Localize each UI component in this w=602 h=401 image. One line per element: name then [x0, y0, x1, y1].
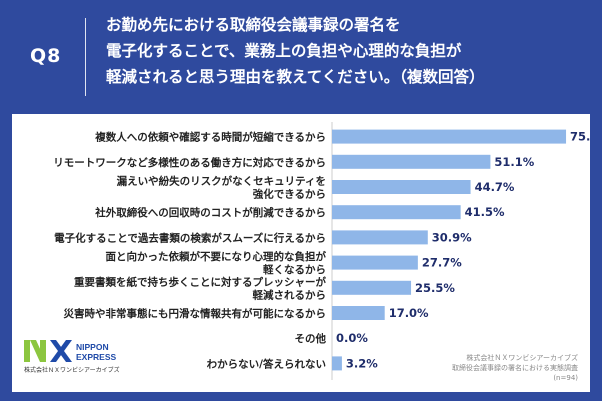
logo-brand-bottom: EXPRESS — [76, 352, 116, 362]
source-line-1: 株式会社ＮＸワンビシアーカイブズ — [466, 353, 578, 362]
question-header: Q8 お勤め先における取締役会議事録の署名を 電子化することで、業務上の負担や心… — [0, 0, 602, 112]
value-label-6: 27.7% — [422, 256, 462, 270]
category-label-5: 電子化することで過去書類の検索がスムーズに行えるから — [54, 231, 326, 244]
bar-8 — [332, 306, 385, 320]
chart-panel: 75.5% 複数人への依頼や確認する時間が短縮できるから 51.1% リモートワークな… — [12, 114, 590, 392]
value-label-1: 75.5% — [570, 130, 590, 144]
value-label-10: 3.2% — [346, 356, 378, 370]
bar-3 — [332, 180, 471, 194]
nx-mark-icon — [24, 340, 72, 362]
bar-group: 75.5% 複数人への依頼や確認する時間が短縮できるから 51.1% リモートワークな… — [53, 129, 590, 371]
category-label-4: 社外取締役への回収時のコストが削減できるから — [94, 206, 326, 219]
value-label-5: 30.9% — [432, 230, 472, 244]
category-label-8: 災害時や非常事態にも円滑な情報共有が可能になるから — [64, 307, 327, 320]
bar-1 — [332, 129, 567, 144]
question-line-1: お勤め先における取締役会議事録の署名を — [106, 16, 401, 34]
logo-company-name: 株式会社ＮＸワンビシアーカイブズ — [24, 366, 120, 374]
value-label-4: 41.5% — [465, 205, 505, 219]
question-text: お勤め先における取締役会議事録の署名を 電子化することで、業務上の負担や心理的な… — [106, 12, 586, 90]
nx-logo: NIPPON EXPRESS 株式会社ＮＸワンビシアーカイブズ — [24, 340, 120, 374]
value-label-8: 17.0% — [389, 306, 429, 320]
logo-brand-top: NIPPON — [76, 342, 109, 352]
value-label-7: 25.5% — [415, 281, 455, 295]
value-label-2: 51.1% — [494, 155, 534, 169]
bar-10 — [332, 356, 342, 371]
header-divider — [85, 18, 86, 96]
bar-2 — [332, 154, 491, 169]
category-label-9: その他 — [295, 332, 327, 345]
value-label-9: 0.0% — [336, 331, 368, 345]
source-line-3: (n=94) — [553, 374, 578, 382]
bar-5 — [332, 230, 428, 245]
category-label-3-line-1: 漏えいや紛失のリスクがなくセキュリティを — [117, 175, 326, 188]
question-line-3: 軽減されると思う理由を教えてください。（複数回答） — [106, 68, 485, 86]
bar-4 — [332, 205, 461, 220]
question-number: Q8 — [30, 45, 62, 67]
category-label-3-line-2: 強化できるから — [253, 188, 326, 201]
category-label-7-line-2: 軽減されるから — [253, 288, 327, 301]
source-line-2: 取締役会議事録の署名における実態調査 — [452, 363, 578, 372]
value-label-3: 44.7% — [475, 180, 515, 194]
category-label-6-line-1: 面と向かった依頼が不要になり心理的な負担が — [106, 250, 327, 263]
bar-7 — [332, 280, 412, 295]
category-label-7-line-1: 重要書類を紙で持ち歩くことに対するプレッシャーが — [74, 275, 326, 288]
category-label-1: 複数人への依頼や確認する時間が短縮できるから — [94, 131, 326, 144]
category-label-6-line-2: 軽くなるから — [263, 263, 326, 276]
bar-chart: 75.5% 複数人への依頼や確認する時間が短縮できるから 51.1% リモートワークな… — [24, 122, 590, 382]
category-label-2: リモートワークなど多様性のある働き方に対応できるから — [53, 156, 326, 169]
category-label-10: わからない/答えられない — [207, 357, 326, 370]
bar-6 — [332, 255, 418, 270]
question-line-2: 電子化することで、業務上の負担や心理的な負担が — [106, 42, 462, 60]
